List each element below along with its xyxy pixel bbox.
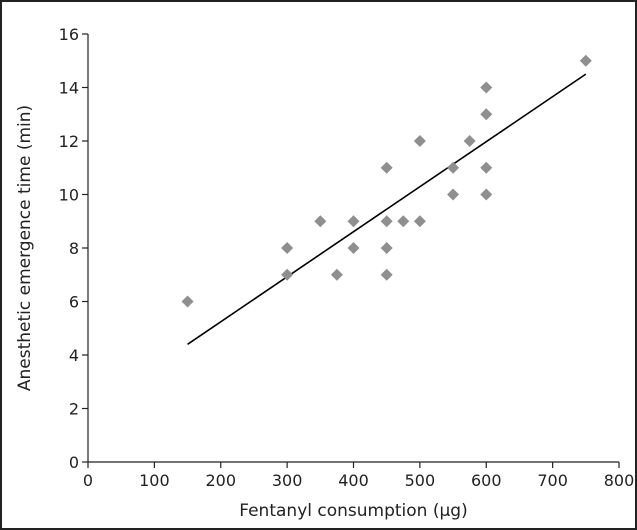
data-point xyxy=(413,135,426,147)
x-tick-label: 100 xyxy=(139,471,170,490)
y-axis-label: Anesthetic emergence time (min) xyxy=(15,105,35,391)
x-tick-label: 600 xyxy=(471,471,502,490)
data-point xyxy=(347,242,360,254)
x-tick-label: 800 xyxy=(604,471,635,490)
x-axis-ticks: 0 100 200 300 400 500 600 700 800 xyxy=(83,462,634,490)
y-tick-label: 8 xyxy=(69,239,79,258)
y-tick-label: 0 xyxy=(69,453,79,472)
y-tick-label: 14 xyxy=(59,79,79,98)
data-points xyxy=(181,54,592,308)
data-point xyxy=(480,161,493,174)
y-tick-label: 6 xyxy=(69,293,79,312)
data-point xyxy=(380,242,393,254)
data-point xyxy=(314,215,327,228)
data-point xyxy=(281,268,294,281)
data-point xyxy=(347,215,360,228)
data-point xyxy=(281,242,294,254)
data-point xyxy=(330,268,343,281)
data-point xyxy=(463,135,476,147)
data-point xyxy=(480,108,493,121)
data-point xyxy=(447,188,460,201)
data-point xyxy=(380,161,393,174)
y-tick-label: 12 xyxy=(59,132,79,151)
trendline xyxy=(187,73,587,345)
data-point xyxy=(380,268,393,281)
y-tick-label: 4 xyxy=(69,346,79,365)
data-point xyxy=(181,295,194,308)
x-tick-label: 700 xyxy=(537,471,568,490)
y-tick-label: 10 xyxy=(59,186,79,205)
x-tick-label: 0 xyxy=(83,471,93,490)
data-point xyxy=(380,215,393,228)
data-point xyxy=(413,215,426,228)
y-axis-ticks: 0 2 4 6 8 10 12 14 16 xyxy=(59,25,88,472)
y-tick-label: 2 xyxy=(69,400,79,419)
data-point xyxy=(480,188,493,201)
x-tick-label: 500 xyxy=(405,471,436,490)
data-point xyxy=(480,81,493,94)
data-point xyxy=(579,54,592,67)
data-point xyxy=(447,161,460,174)
x-tick-label: 200 xyxy=(205,471,236,490)
x-tick-label: 400 xyxy=(338,471,369,490)
trendline-layer xyxy=(187,73,587,345)
x-tick-label: 300 xyxy=(272,471,303,490)
data-point xyxy=(397,215,410,228)
y-tick-label: 16 xyxy=(59,25,79,44)
x-axis-label: Fentanyl consumption (µg) xyxy=(239,501,467,521)
